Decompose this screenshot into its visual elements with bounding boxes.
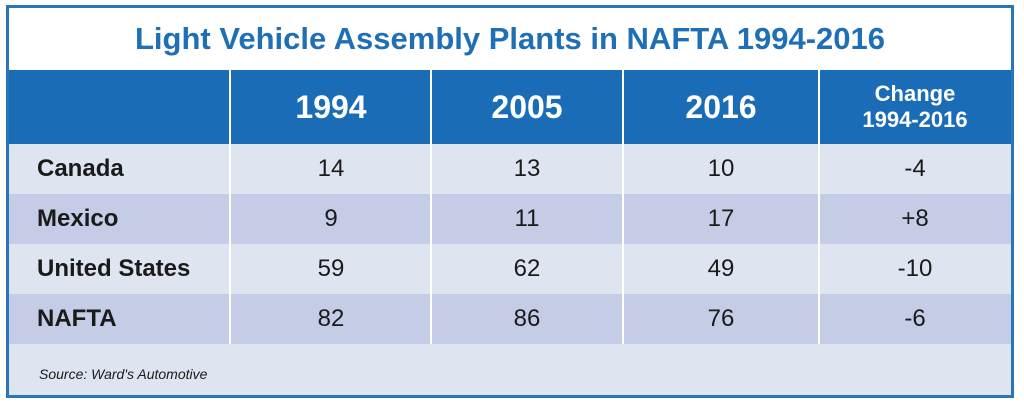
column-divider	[818, 144, 820, 344]
table-cell: 59	[317, 255, 345, 282]
table-row: Canada 14 13 10 -4	[9, 144, 1011, 194]
table-header: 1994 2005 2016 Change 1994-2016	[9, 70, 1011, 144]
table-cell: 76	[707, 305, 735, 332]
table-cell: -10	[897, 255, 933, 282]
table-frame: Light Vehicle Assembly Plants in NAFTA 1…	[6, 5, 1014, 398]
table-cell: 17	[707, 205, 735, 232]
header-divider	[622, 70, 624, 144]
table-cell: 82	[317, 305, 345, 332]
table-row: Mexico 9 11 17 +8	[9, 194, 1011, 244]
table-cell: 86	[513, 305, 541, 332]
row-label: United States	[37, 255, 191, 282]
header-1994: 1994	[295, 88, 367, 125]
row-label: Mexico	[37, 205, 119, 232]
table-row: United States 59 62 49 -10	[9, 244, 1011, 294]
table-row: NAFTA 82 86 76 -6	[9, 294, 1011, 344]
header-divider	[229, 70, 231, 144]
source-note: Source: Ward's Automotive	[39, 366, 208, 382]
table-cell: 9	[324, 205, 338, 232]
header-divider	[430, 70, 432, 144]
column-divider	[430, 144, 432, 344]
table-cell: +8	[901, 205, 929, 232]
table-cell: 14	[317, 155, 345, 182]
table-cell: -6	[904, 305, 926, 332]
table-cell: -4	[904, 155, 926, 182]
header-empty	[9, 70, 231, 144]
table-cell: 62	[513, 255, 541, 282]
column-divider	[622, 144, 624, 344]
table-cell: 11	[514, 205, 540, 232]
row-label: NAFTA	[37, 305, 117, 332]
table-cell: 13	[513, 155, 541, 182]
header-change-line1: Change	[874, 81, 956, 106]
header-2005: 2005	[491, 88, 563, 125]
table-cell: 10	[707, 155, 735, 182]
column-divider	[229, 144, 231, 344]
row-label: Canada	[37, 155, 124, 182]
header-2016: 2016	[685, 88, 757, 125]
table-title: Light Vehicle Assembly Plants in NAFTA 1…	[9, 8, 1011, 70]
header-divider	[818, 70, 820, 144]
table-cell: 49	[707, 255, 735, 282]
header-change: Change 1994-2016	[819, 70, 1011, 144]
header-change-line2: 1994-2016	[862, 107, 968, 132]
